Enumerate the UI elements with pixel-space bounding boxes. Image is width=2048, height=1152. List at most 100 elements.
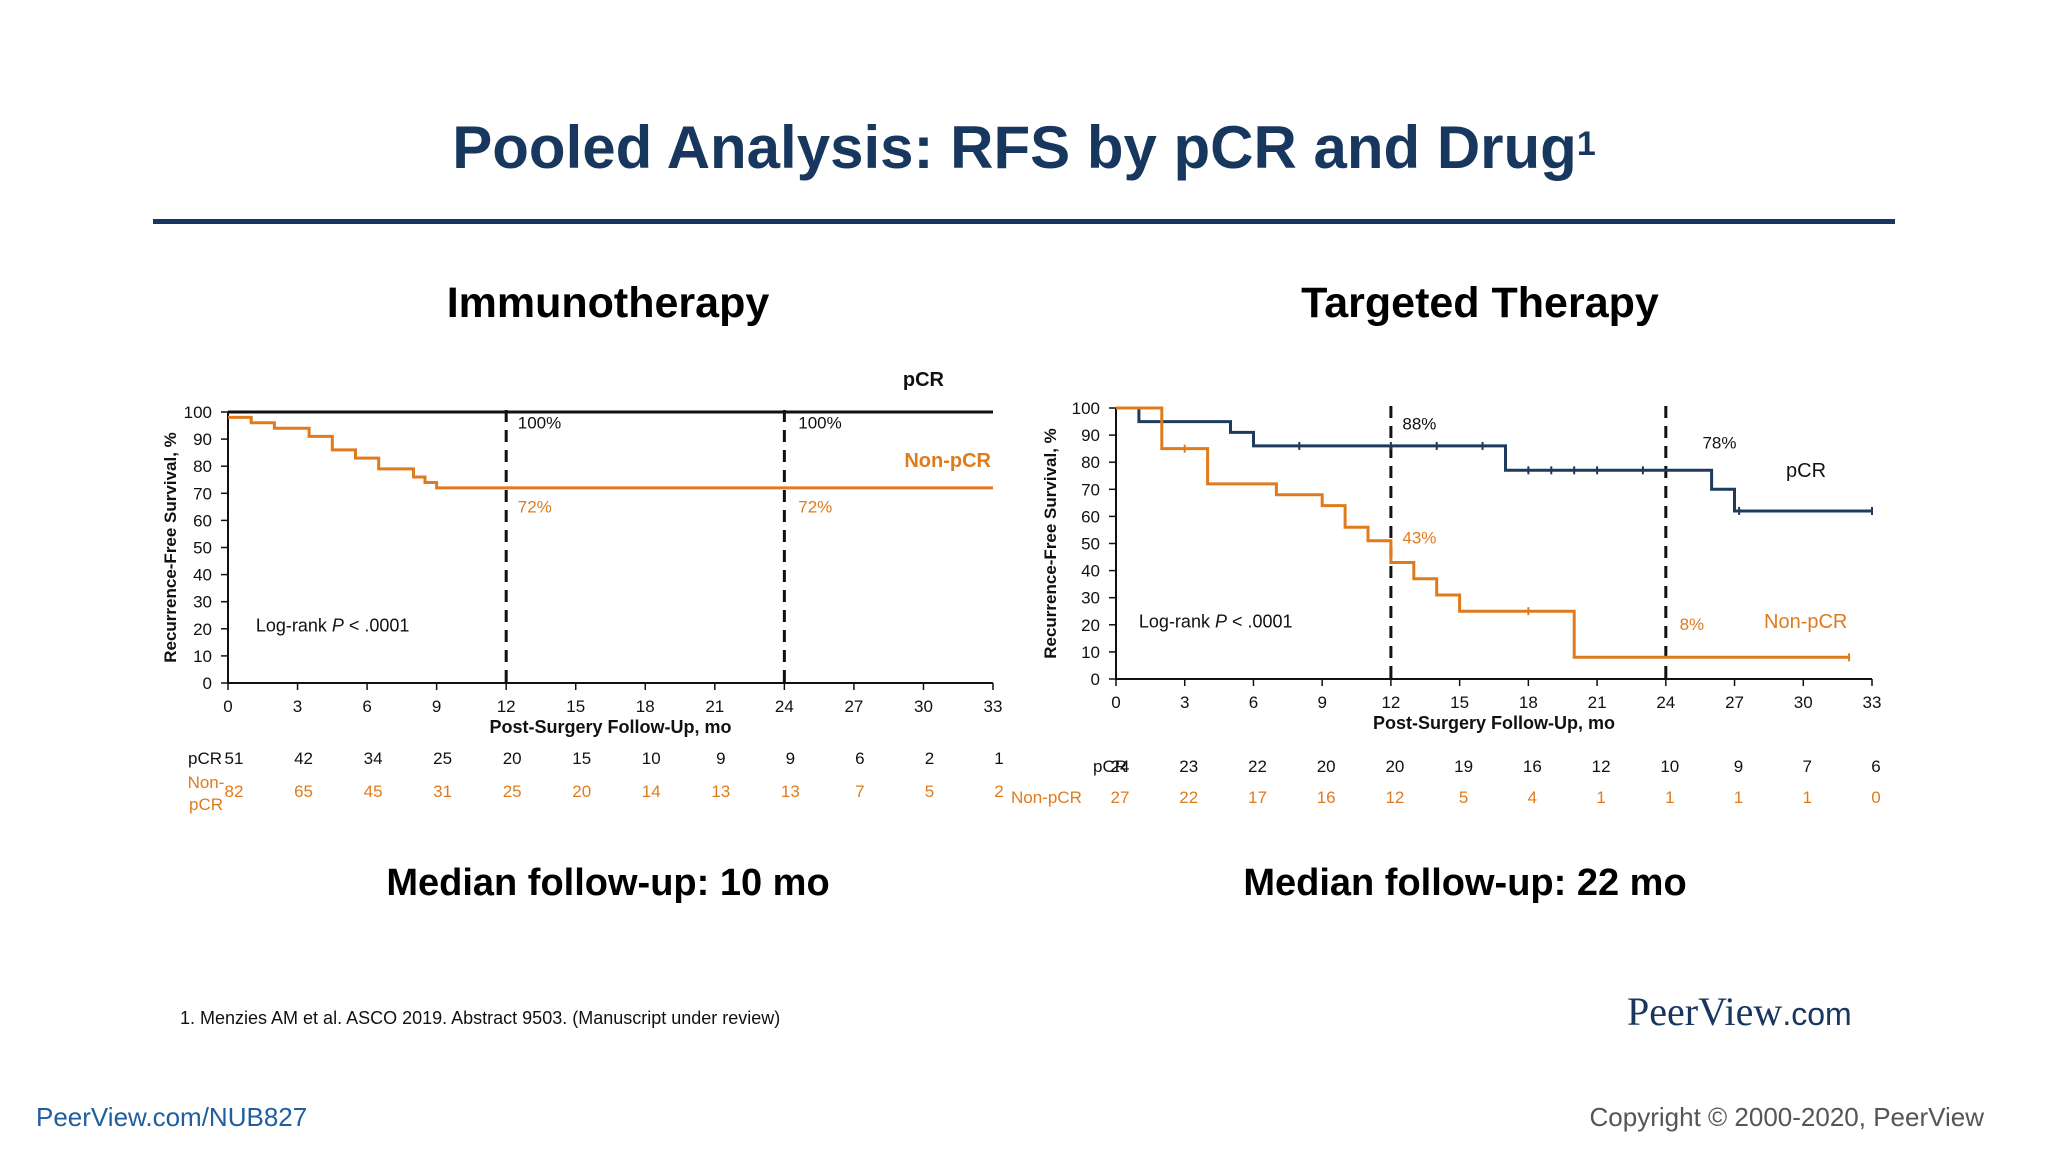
x-tick-label: 24 xyxy=(1656,693,1675,712)
risk-cell: 13 xyxy=(781,782,800,801)
y-tick-label: 90 xyxy=(1081,426,1100,445)
panel-title-targeted-therapy: Targeted Therapy xyxy=(1301,279,1659,327)
x-tick-label: 33 xyxy=(1863,693,1882,712)
course-link[interactable]: PeerView.com/NUB827 xyxy=(36,1102,308,1132)
x-tick-label: 12 xyxy=(497,697,516,716)
risk-cell: 27 xyxy=(1111,788,1130,807)
risk-cell: 22 xyxy=(1179,788,1198,807)
risk-cell: 5 xyxy=(925,782,934,801)
y-tick-label: 50 xyxy=(1081,535,1100,554)
risk-cell: 15 xyxy=(572,749,591,768)
x-tick-label: 3 xyxy=(1180,693,1189,712)
risk-cell: 24 xyxy=(1111,757,1130,776)
risk-cell: 19 xyxy=(1454,757,1473,776)
risk-row-label-line1: Non- xyxy=(188,773,225,792)
series-label-nonpcr: Non-pCR xyxy=(1764,611,1847,633)
y-tick-label: 100 xyxy=(1072,399,1100,418)
percent-annotation: 8% xyxy=(1680,615,1705,634)
risk-cell: 10 xyxy=(642,749,661,768)
risk-cell: 12 xyxy=(1385,788,1404,807)
y-tick-label: 20 xyxy=(1081,616,1100,635)
risk-cell: 9 xyxy=(716,749,725,768)
y-tick-label: 100 xyxy=(184,403,212,422)
y-axis-label: Recurrence-Free Survival, % xyxy=(161,432,180,663)
y-tick-label: 10 xyxy=(1081,643,1100,662)
risk-cell: 14 xyxy=(642,782,661,801)
y-tick-label: 50 xyxy=(193,539,212,558)
series-line-non-pcr xyxy=(1116,406,1850,659)
risk-cell: 1 xyxy=(1665,788,1674,807)
risk-cell: 31 xyxy=(433,782,452,801)
risk-row-label: pCR xyxy=(1093,757,1127,776)
slide-title-text: Pooled Analysis: RFS by pCR and Drug xyxy=(452,114,1577,181)
x-tick-label: 27 xyxy=(1725,693,1744,712)
percent-annotation: 43% xyxy=(1402,529,1436,548)
log-rank-annotation: Log-rank P < .0001 xyxy=(1139,612,1293,632)
x-tick-label: 30 xyxy=(914,697,933,716)
x-tick-label: 0 xyxy=(1111,693,1120,712)
risk-cell: 20 xyxy=(1385,757,1404,776)
x-tick-label: 33 xyxy=(984,697,1003,716)
peerview-logo: PeerView.com xyxy=(1627,988,1852,1035)
x-tick-label: 15 xyxy=(566,697,585,716)
risk-cell: 0 xyxy=(1871,788,1880,807)
panel-title-immunotherapy: Immunotherapy xyxy=(446,279,770,327)
risk-cell: 1 xyxy=(994,749,1003,768)
y-tick-label: 0 xyxy=(203,674,212,693)
risk-cell: 2 xyxy=(925,749,934,768)
series-line-non-pcr xyxy=(228,415,993,490)
median-followup-immunotherapy: Median follow-up: 10 mo xyxy=(386,862,830,904)
x-tick-label: 6 xyxy=(362,697,371,716)
risk-cell: 2 xyxy=(994,782,1003,801)
title-divider xyxy=(153,219,1895,224)
risk-cell: 42 xyxy=(294,749,313,768)
log-rank-annotation: Log-rank P < .0001 xyxy=(256,616,410,636)
y-tick-label: 20 xyxy=(193,620,212,639)
percent-annotation: 78% xyxy=(1702,434,1736,453)
x-tick-label: 21 xyxy=(1588,693,1607,712)
risk-cell: 16 xyxy=(1523,757,1542,776)
risk-cell: 9 xyxy=(786,749,795,768)
risk-cell: 12 xyxy=(1592,757,1611,776)
x-tick-label: 24 xyxy=(775,697,794,716)
x-tick-label: 30 xyxy=(1794,693,1813,712)
risk-cell: 34 xyxy=(364,749,383,768)
y-tick-label: 80 xyxy=(193,457,212,476)
x-tick-label: 15 xyxy=(1450,693,1469,712)
risk-cell: 20 xyxy=(572,782,591,801)
risk-cell: 17 xyxy=(1248,788,1267,807)
risk-cell: 10 xyxy=(1660,757,1679,776)
series-line-pcr xyxy=(1116,406,1872,513)
risk-cell: 4 xyxy=(1528,788,1537,807)
x-tick-label: 27 xyxy=(844,697,863,716)
risk-cell: 20 xyxy=(1317,757,1336,776)
y-tick-label: 40 xyxy=(1081,562,1100,581)
y-tick-label: 60 xyxy=(193,511,212,530)
risk-cell: 25 xyxy=(433,749,452,768)
title-reference-superscript: 1 xyxy=(1576,125,1596,163)
risk-cell: 9 xyxy=(1734,757,1743,776)
copyright-text: Copyright © 2000-2020, PeerView xyxy=(1589,1102,1984,1132)
y-tick-label: 70 xyxy=(1081,480,1100,499)
series-label-pcr: pCR xyxy=(903,369,945,391)
y-tick-label: 10 xyxy=(193,647,212,666)
risk-cell: 82 xyxy=(225,782,244,801)
risk-cell: 20 xyxy=(503,749,522,768)
y-axis-label: Recurrence-Free Survival, % xyxy=(1041,428,1060,659)
percent-annotation: 100% xyxy=(518,413,561,432)
risk-cell: 22 xyxy=(1248,757,1267,776)
y-tick-label: 80 xyxy=(1081,453,1100,472)
risk-cell: 5 xyxy=(1459,788,1468,807)
risk-cell: 16 xyxy=(1317,788,1336,807)
median-followup-targeted-therapy: Median follow-up: 22 mo xyxy=(1243,862,1687,904)
risk-cell: 1 xyxy=(1803,788,1812,807)
risk-cell: 51 xyxy=(225,749,244,768)
percent-annotation: 88% xyxy=(1402,415,1436,434)
series-label-pcr: pCR xyxy=(1786,460,1826,482)
x-tick-label: 18 xyxy=(1519,693,1538,712)
y-tick-label: 60 xyxy=(1081,507,1100,526)
risk-cell: 65 xyxy=(294,782,313,801)
risk-cell: 7 xyxy=(1803,757,1812,776)
